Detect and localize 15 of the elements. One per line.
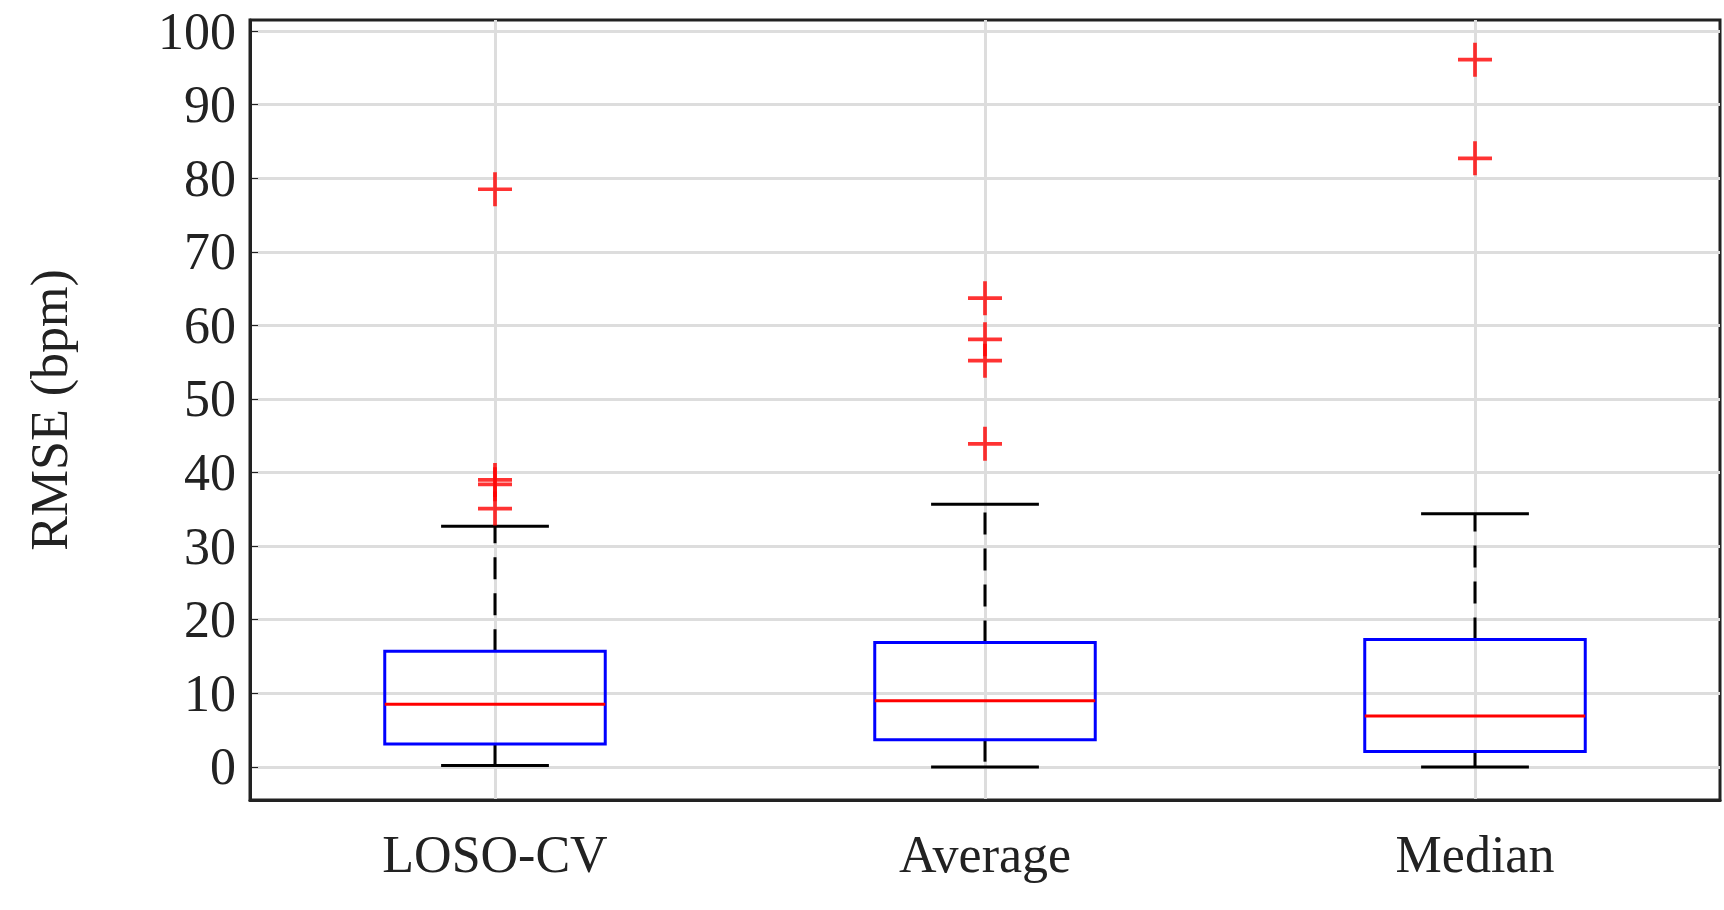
y-tick-label: 60 bbox=[184, 296, 236, 354]
y-tick-label: 40 bbox=[184, 444, 236, 502]
y-tick-label: 80 bbox=[184, 149, 236, 207]
y-tick-label: 0 bbox=[210, 738, 236, 796]
y-tick-label: 30 bbox=[184, 517, 236, 575]
x-tick-label: Average bbox=[898, 825, 1072, 883]
y-tick-label: 100 bbox=[158, 2, 236, 60]
x-tick-label: LOSO-CV bbox=[382, 825, 608, 883]
y-tick-label: 20 bbox=[184, 591, 236, 649]
x-tick-label: Median bbox=[1395, 825, 1555, 883]
y-axis-title: RMSE (bpm) bbox=[20, 269, 79, 551]
y-tick-label: 70 bbox=[184, 223, 236, 281]
y-tick-label: 90 bbox=[184, 76, 236, 134]
y-tick-label: 50 bbox=[184, 370, 236, 428]
y-tick-label: 10 bbox=[184, 664, 236, 722]
